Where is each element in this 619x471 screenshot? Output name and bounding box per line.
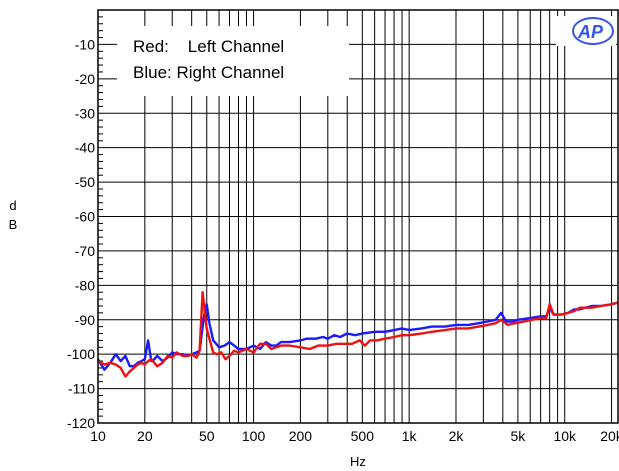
legend-entry-left: Red: Left Channel — [133, 37, 284, 56]
legend: Red: Left Channel Blue: Right Channel — [117, 26, 349, 96]
ap-logo-text: AP — [577, 22, 604, 42]
y-tick-label: -70 — [75, 243, 95, 259]
y-tick-label: -60 — [75, 209, 95, 225]
y-tick-label: -90 — [75, 312, 95, 328]
x-tick-label: 100 — [242, 428, 266, 444]
x-tick-label: 200 — [289, 428, 313, 444]
ap-logo: AP — [556, 16, 616, 46]
legend-box — [117, 26, 349, 96]
x-tick-label: 20k — [600, 428, 619, 444]
y-minor-ticks — [98, 16, 103, 417]
x-tick-label: 1k — [402, 428, 418, 444]
x-tick-label: 500 — [351, 428, 375, 444]
ap-logo-ring-icon — [572, 17, 614, 45]
y-tick-label: -50 — [75, 174, 95, 190]
y-tick-label: -100 — [67, 346, 95, 362]
series-line-left-channel — [97, 291, 619, 378]
x-axis-title: Hz — [350, 454, 366, 469]
legend-entry-right: Blue: Right Channel — [133, 63, 284, 82]
x-tick-label: 2k — [449, 428, 465, 444]
y-tick-label: -20 — [75, 71, 95, 87]
y-axis-title-b: B — [9, 217, 18, 232]
y-tick-label: -110 — [68, 381, 95, 397]
x-tick-label: 10 — [90, 428, 106, 444]
y-tick-label: -10 — [75, 36, 95, 52]
x-tick-label: 20 — [137, 428, 153, 444]
y-tick-label: -40 — [75, 140, 95, 156]
x-tick-label: 50 — [199, 428, 215, 444]
x-tick-labels: 10 20 50 100 200 500 1k 2k 5k 10k 20k — [90, 428, 619, 444]
plot-frame — [97, 9, 619, 424]
y-tick-label: -120 — [67, 415, 95, 431]
y-tick-label: -80 — [75, 277, 95, 293]
y-axis-title-d: d — [9, 198, 16, 213]
y-tick-labels: -120 -110 -100 -90 -80 -70 -60 -50 -40 -30 -20 -10 — [67, 36, 95, 431]
series-lines — [96, 291, 619, 378]
series-line-right-channel — [96, 301, 619, 371]
x-tick-label: 10k — [553, 428, 577, 444]
x-tick-label: 5k — [510, 428, 526, 444]
y-tick-label: -30 — [75, 105, 95, 121]
